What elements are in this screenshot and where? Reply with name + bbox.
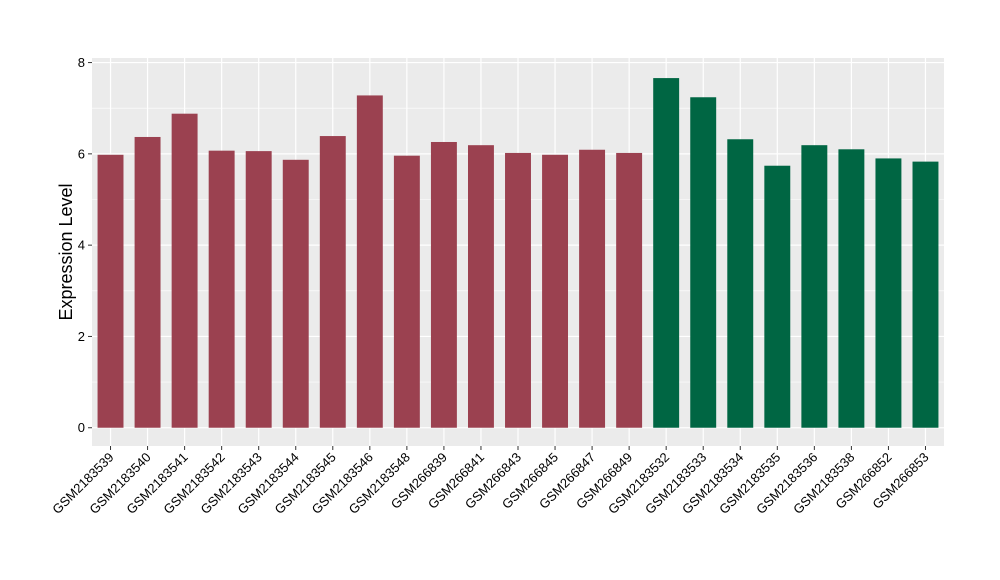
bar-GSM266843 xyxy=(505,152,531,428)
bar-GSM2183532 xyxy=(653,78,680,428)
bar-GSM2183544 xyxy=(282,159,309,428)
bar-GSM266841 xyxy=(467,145,494,428)
bar-GSM2183545 xyxy=(319,136,346,428)
x-axis: GSM2183539GSM2183540GSM2183541GSM2183542… xyxy=(49,446,932,517)
bar-GSM2183535 xyxy=(764,165,791,428)
bars xyxy=(97,78,939,428)
y-tick-label: 4 xyxy=(78,238,85,253)
bar-GSM2183548 xyxy=(393,155,420,428)
bar-GSM2183539 xyxy=(97,154,124,428)
bar-GSM266852 xyxy=(875,158,902,428)
y-tick-label: 6 xyxy=(78,146,85,161)
bar-GSM2183546 xyxy=(356,95,383,428)
bar-GSM266849 xyxy=(616,152,643,428)
bar-GSM2183536 xyxy=(801,145,828,428)
bar-GSM2183542 xyxy=(208,150,235,428)
y-tick-label: 8 xyxy=(78,55,85,70)
y-axis: 0 2 4 6 8 xyxy=(78,55,92,435)
bar-GSM2183534 xyxy=(727,139,754,428)
bar-GSM2183540 xyxy=(134,136,161,428)
bar-GSM2183533 xyxy=(690,97,717,428)
bar-GSM266847 xyxy=(579,149,606,428)
bar-GSM2183538 xyxy=(838,149,865,428)
bar-GSM266839 xyxy=(430,141,457,428)
y-tick-label: 2 xyxy=(78,329,85,344)
bar-GSM266853 xyxy=(912,161,939,428)
bar-GSM2183543 xyxy=(245,151,272,428)
bar-GSM266845 xyxy=(542,154,569,428)
y-axis-title: Expression Level xyxy=(56,183,76,320)
y-tick-label: 0 xyxy=(78,420,85,435)
bar-GSM2183541 xyxy=(171,113,198,428)
